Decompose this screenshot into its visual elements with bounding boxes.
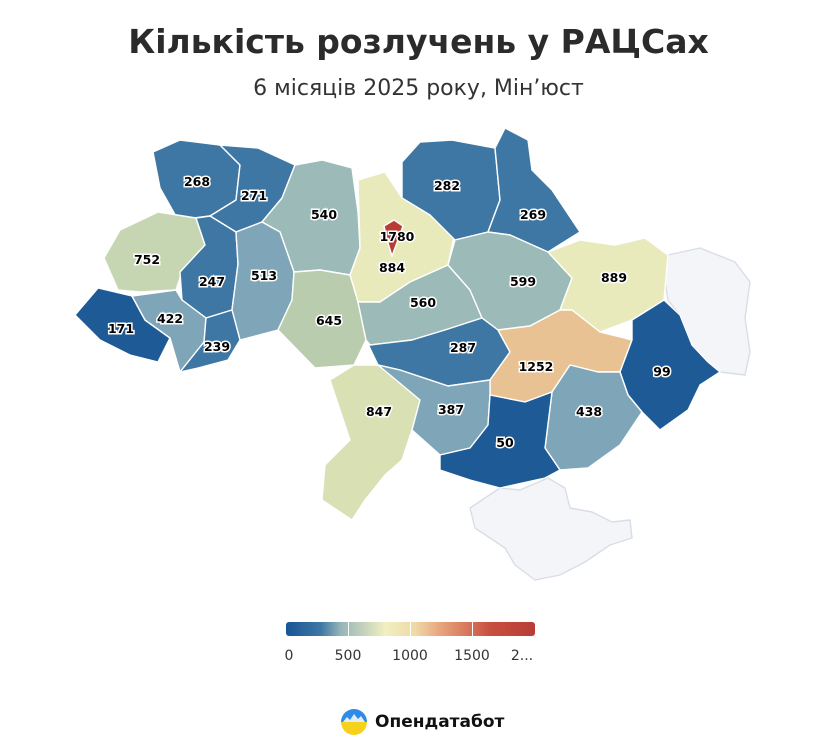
map-title: Кількість розлучень у РАЦСах [128, 22, 709, 61]
value-label-poltava: 599 [510, 274, 536, 289]
value-label-volyn: 268 [184, 174, 210, 189]
legend-separator [348, 622, 349, 636]
value-label-kherson: 50 [496, 435, 514, 450]
region-vinnytsia [277, 269, 367, 369]
value-label-chernivtsi: 239 [204, 339, 230, 354]
region-kyiv-city [383, 219, 404, 257]
region-crimea [469, 477, 633, 581]
map-subtitle: 6 місяців 2025 року, Мін’юст [253, 76, 584, 101]
value-label-ivano-frankivsk: 422 [157, 311, 183, 326]
value-label-mykolaiv: 387 [438, 402, 464, 417]
legend-tick-1000: 1000 [392, 648, 428, 664]
value-label-kyiv-oblast: 884 [379, 260, 405, 275]
region-chernivtsi [179, 309, 241, 373]
value-label-kharkiv: 889 [601, 270, 627, 285]
value-label-chernihiv: 282 [434, 178, 460, 193]
value-label-dnipropetrovsk: 1252 [519, 359, 554, 374]
value-label-sumy: 269 [520, 207, 546, 222]
legend-separator [410, 622, 411, 636]
opendatabot-logo-icon [341, 709, 367, 735]
legend-tick-1500: 1500 [454, 648, 490, 664]
value-label-kyiv-city: 1780 [380, 229, 415, 244]
value-label-khmelnytskyi: 513 [251, 268, 277, 283]
region-kherson [439, 391, 561, 489]
brand-name: Опендатабот [375, 712, 505, 732]
legend-tick-500: 500 [334, 648, 362, 664]
value-label-zakarpattia: 171 [108, 321, 134, 336]
value-label-cherkasy: 560 [410, 295, 436, 310]
value-label-rivne: 271 [241, 188, 267, 203]
value-labels: 268 271 540 1780 282 269 752 247 513 884… [106, 173, 672, 452]
value-label-zhytomyr: 540 [311, 207, 337, 222]
color-legend: 0 500 1000 1500 2... [284, 620, 536, 680]
value-label-ternopil: 247 [199, 274, 225, 289]
region-luhansk [663, 247, 751, 376]
value-label-kirovohrad: 287 [450, 340, 476, 355]
value-label-zaporizhzhia: 438 [576, 404, 602, 419]
value-label-odesa: 847 [366, 404, 392, 419]
brand-footer: Опендатабот [340, 706, 504, 738]
legend-tick-0: 0 [284, 648, 294, 664]
region-sumy [487, 127, 581, 253]
legend-tick-2000: 2... [510, 648, 534, 664]
value-label-donetsk: 99 [653, 364, 670, 379]
value-label-lviv: 752 [134, 252, 160, 267]
legend-separator [472, 622, 473, 636]
value-label-vinnytsia: 645 [316, 313, 342, 328]
